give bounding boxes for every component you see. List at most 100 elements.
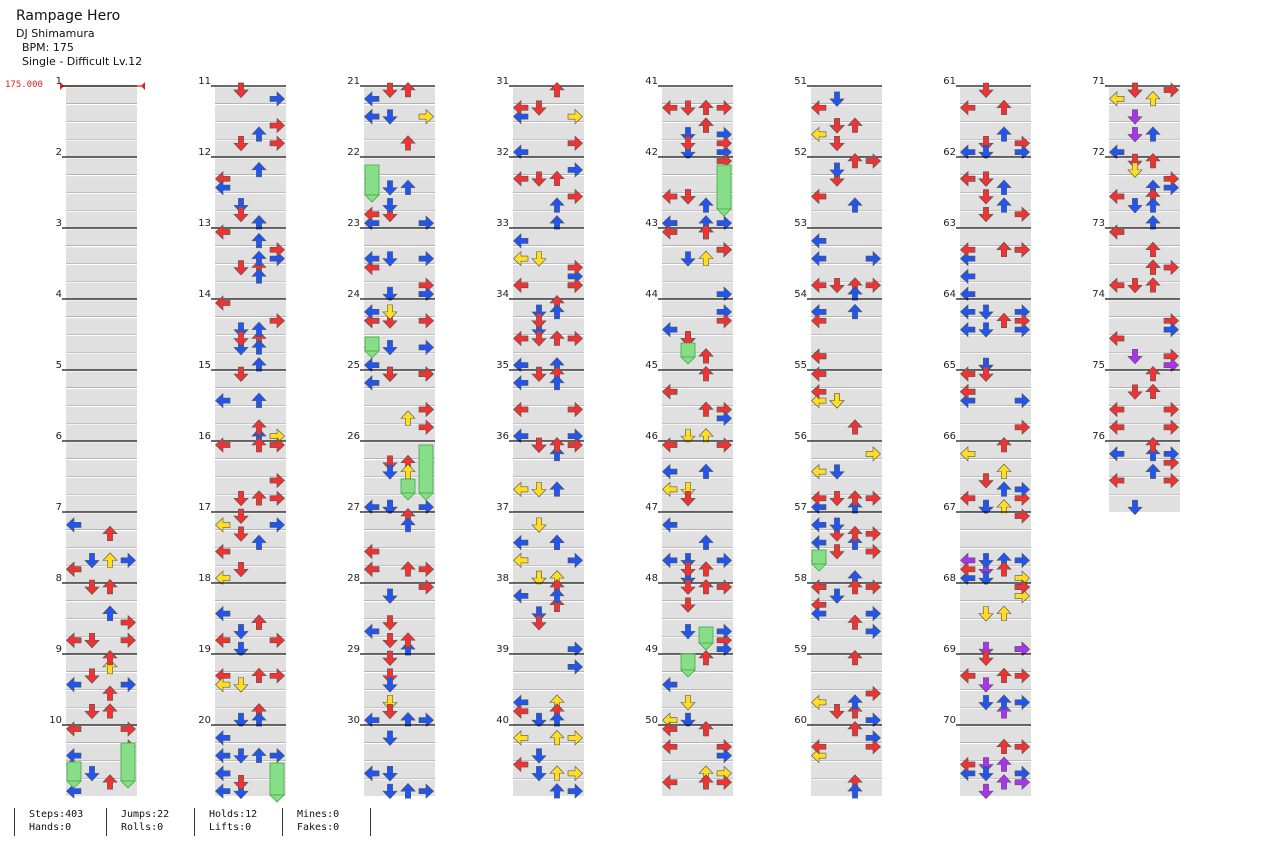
beat-row [662, 566, 733, 583]
measure-number: 33 [496, 218, 509, 229]
step-arrow [215, 543, 231, 560]
step-arrow [698, 463, 714, 479]
beat-row [662, 318, 733, 335]
step-arrow [269, 242, 285, 258]
beat-row [364, 389, 435, 406]
step-arrow [251, 747, 267, 763]
beat-row [1109, 335, 1180, 353]
beat-row [811, 193, 882, 211]
beat-row [66, 744, 137, 761]
beat-row [811, 673, 882, 690]
step-arrow [978, 366, 994, 382]
beat-row [66, 264, 137, 282]
beat-row [811, 460, 882, 477]
step-arrow [215, 517, 231, 533]
measure-number: 40 [496, 715, 509, 726]
step-arrow [233, 526, 249, 542]
step-arrow [1109, 401, 1125, 418]
hold-tail [66, 780, 82, 789]
step-arrow [811, 100, 827, 116]
beat-row [811, 637, 882, 654]
step-arrow [960, 756, 976, 773]
step-arrow [811, 233, 827, 249]
step-arrow [1127, 348, 1143, 365]
step-arrow [680, 331, 696, 347]
step-arrow [680, 490, 696, 507]
beat-row [811, 229, 882, 246]
step-arrow [996, 99, 1012, 116]
step-arrow [811, 277, 827, 293]
beat-row [513, 602, 584, 619]
hold-note [269, 762, 285, 796]
beat-row [811, 389, 882, 406]
beat-row [662, 371, 733, 388]
beat-row [662, 353, 733, 370]
beat-row [960, 726, 1031, 743]
beat-row [66, 566, 137, 583]
beat-row [215, 673, 286, 690]
step-arrow [513, 357, 529, 373]
measure-number: 66 [943, 431, 956, 442]
measure-number: 76 [1092, 431, 1105, 442]
step-arrow [513, 401, 529, 418]
measure-number: 13 [198, 218, 211, 229]
step-arrow [382, 730, 398, 746]
step-arrow [120, 676, 136, 693]
step-arrow [215, 224, 231, 240]
step-arrow [251, 321, 267, 337]
beat-row [811, 761, 882, 779]
beat-row [662, 673, 733, 690]
step-arrow [662, 481, 678, 498]
step-arrow [120, 552, 136, 569]
measure-number: 6 [56, 431, 62, 442]
step-arrow [513, 100, 529, 116]
beat-row [811, 300, 882, 317]
beat-row [960, 708, 1031, 725]
step-arrow [662, 437, 678, 453]
step-arrow [513, 730, 529, 746]
beat-row [811, 211, 882, 228]
step-arrow [996, 481, 1012, 497]
step-arrow [269, 472, 285, 489]
step-arrow [978, 677, 994, 693]
measure-number: 35 [496, 360, 509, 371]
beat-row [215, 389, 286, 406]
beat-row [1109, 229, 1180, 246]
step-arrow [549, 197, 565, 213]
step-arrow [418, 250, 434, 267]
step-arrow [662, 774, 678, 790]
measure-number: 58 [794, 573, 807, 584]
step-arrow [251, 667, 267, 684]
beat-row [960, 122, 1031, 140]
step-arrow [233, 206, 249, 223]
step-arrow [567, 162, 583, 178]
step-arrow [269, 490, 285, 506]
beat-row [662, 229, 733, 246]
step-arrow [716, 100, 732, 116]
step-arrow [1145, 437, 1161, 453]
beat-row [662, 282, 733, 299]
step-arrow [567, 135, 583, 151]
beat-row [960, 584, 1031, 601]
step-arrow [662, 676, 678, 693]
beat-row [1109, 406, 1180, 424]
beat-row [811, 247, 882, 264]
step-arrow [716, 135, 732, 151]
step-arrow [865, 446, 881, 462]
step-arrow [66, 561, 82, 577]
measure-number: 24 [347, 289, 360, 300]
step-arrow [698, 250, 714, 266]
step-arrow [1014, 206, 1030, 222]
step-arrow [382, 82, 398, 98]
step-arrow [1109, 472, 1125, 489]
step-arrow [811, 579, 827, 595]
step-arrow [698, 401, 714, 417]
step-arrow [364, 712, 380, 728]
beat-row [960, 690, 1031, 708]
step-arrow [400, 632, 416, 648]
step-arrow [364, 108, 380, 125]
step-arrow [549, 437, 565, 453]
step-arrow [1145, 445, 1161, 462]
step-arrow [865, 712, 881, 728]
step-arrow [382, 695, 398, 711]
